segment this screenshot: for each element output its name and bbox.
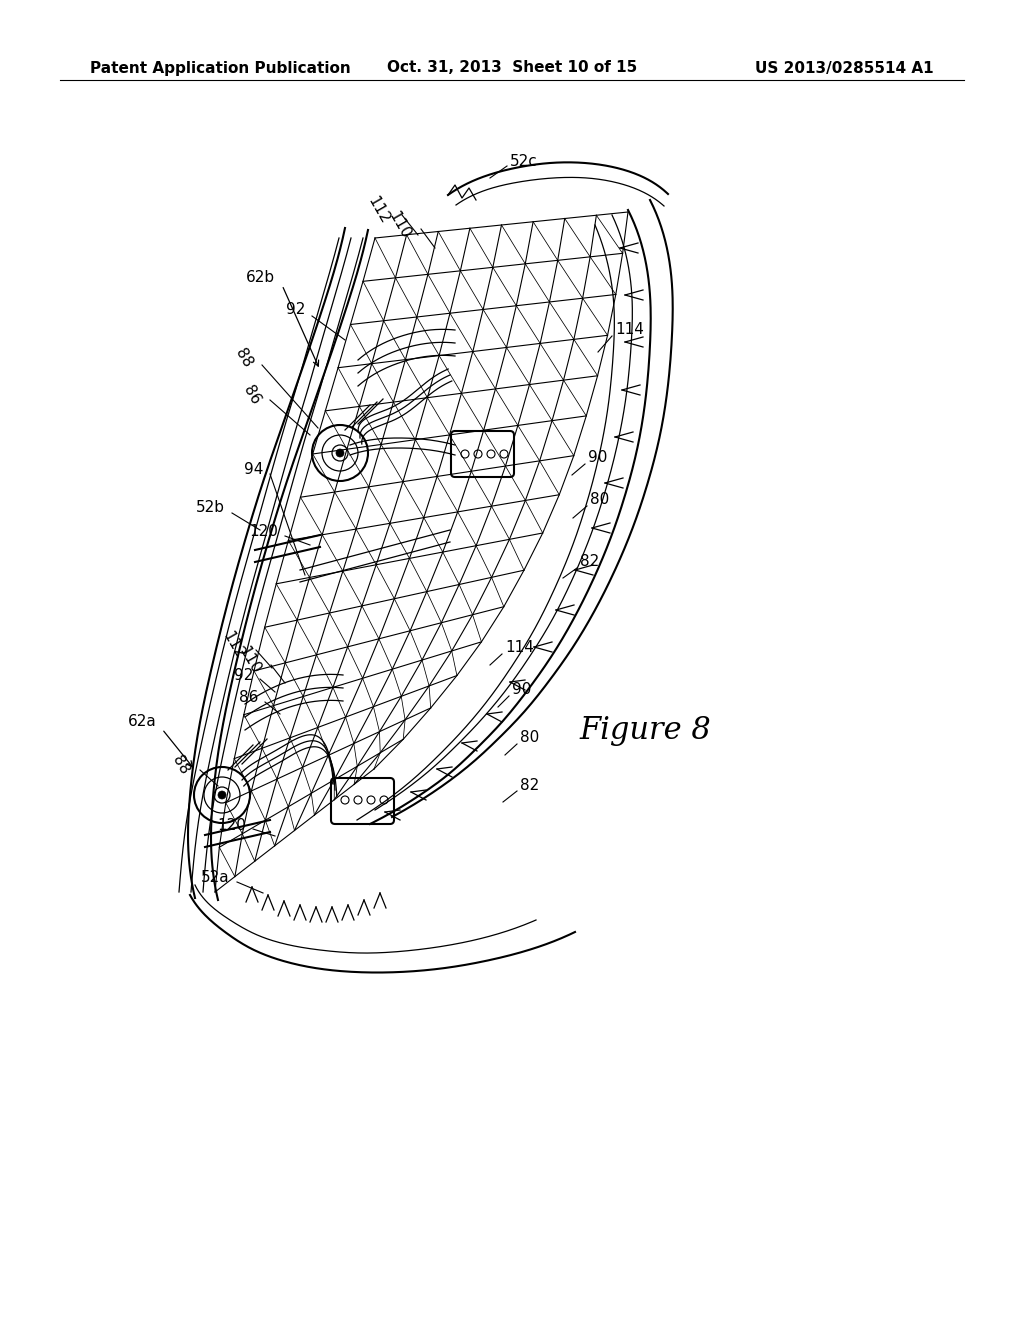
Text: 80: 80 (520, 730, 540, 746)
Text: 88: 88 (169, 752, 193, 777)
Text: 90: 90 (512, 682, 531, 697)
Text: 110: 110 (386, 209, 413, 242)
Text: 52a: 52a (202, 870, 230, 886)
Text: 80: 80 (590, 492, 609, 507)
Text: 88: 88 (232, 346, 255, 370)
Text: 82: 82 (580, 554, 599, 569)
Text: 120: 120 (217, 817, 246, 833)
Text: 92: 92 (233, 668, 253, 682)
Text: 120: 120 (249, 524, 278, 540)
Circle shape (218, 791, 226, 799)
Text: 114: 114 (615, 322, 644, 338)
Text: 112: 112 (219, 628, 247, 661)
Text: 112: 112 (365, 194, 392, 226)
Text: 86: 86 (241, 383, 263, 407)
Text: 114: 114 (505, 640, 534, 656)
Text: Patent Application Publication: Patent Application Publication (90, 61, 351, 75)
Text: Oct. 31, 2013  Sheet 10 of 15: Oct. 31, 2013 Sheet 10 of 15 (387, 61, 637, 75)
Text: 90: 90 (588, 450, 607, 466)
Text: 94: 94 (244, 462, 263, 478)
Text: 62b: 62b (246, 271, 275, 285)
Text: 110: 110 (236, 644, 263, 676)
Text: 82: 82 (520, 777, 540, 792)
Text: 52b: 52b (196, 500, 225, 516)
Circle shape (336, 449, 344, 457)
Text: 62a: 62a (128, 714, 157, 730)
Text: Figure 8: Figure 8 (580, 714, 711, 746)
Text: 92: 92 (286, 302, 305, 318)
Text: 52c: 52c (510, 154, 538, 169)
Text: US 2013/0285514 A1: US 2013/0285514 A1 (756, 61, 934, 75)
Text: 86: 86 (239, 690, 258, 705)
